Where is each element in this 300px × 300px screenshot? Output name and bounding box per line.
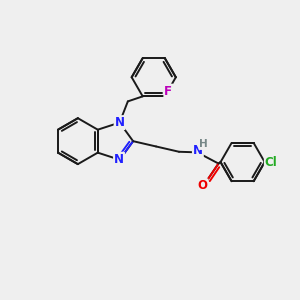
- Text: O: O: [198, 179, 208, 192]
- Text: Cl: Cl: [265, 156, 278, 169]
- Text: N: N: [193, 143, 203, 157]
- Text: H: H: [200, 139, 208, 149]
- Text: F: F: [164, 85, 172, 98]
- Text: N: N: [115, 116, 124, 129]
- Text: N: N: [114, 153, 124, 166]
